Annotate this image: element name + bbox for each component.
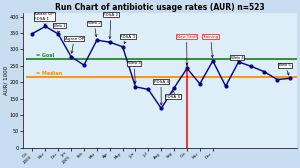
Title: Run Chart of antibiotic usage rates (AUR) n=523: Run Chart of antibiotic usage rates (AUR… <box>55 4 265 12</box>
Text: Aware OP
PDSA 1: Aware OP PDSA 1 <box>34 12 54 26</box>
Y-axis label: AUR/ 1000: AUR/ 1000 <box>4 66 8 95</box>
Text: PDSA 4: PDSA 4 <box>154 80 169 105</box>
Text: PDSA 3: PDSA 3 <box>120 35 135 44</box>
Text: PDSA 5: PDSA 5 <box>165 91 180 99</box>
Text: Web 4: Web 4 <box>231 56 244 61</box>
Text: Web 3: Web 3 <box>128 61 141 83</box>
Text: PDSA 2: PDSA 2 <box>103 13 118 39</box>
Text: = Goal: = Goal <box>36 53 55 58</box>
Text: = Median: = Median <box>36 71 62 76</box>
Text: Web 2: Web 2 <box>88 21 101 37</box>
Text: Web 1: Web 1 <box>53 24 66 33</box>
Text: Training: Training <box>202 35 219 57</box>
Text: New Staff: New Staff <box>177 35 196 65</box>
Text: Agree OP: Agree OP <box>64 36 84 53</box>
Text: Web 5: Web 5 <box>278 63 291 75</box>
